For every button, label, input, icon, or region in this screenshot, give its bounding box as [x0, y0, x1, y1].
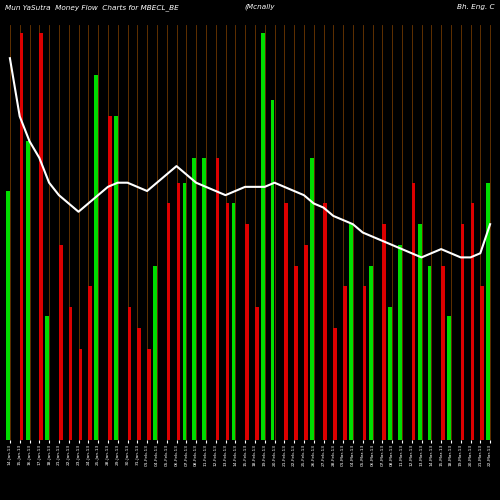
Bar [255, 307, 258, 440]
Bar [128, 307, 131, 440]
Bar [447, 316, 451, 440]
Bar [138, 328, 141, 440]
Bar [271, 100, 274, 440]
Bar [20, 34, 24, 440]
Bar [428, 266, 432, 440]
Bar [418, 224, 422, 440]
Bar [88, 286, 92, 440]
Text: Bh. Eng. C: Bh. Eng. C [458, 4, 495, 10]
Bar [382, 224, 386, 440]
Bar [294, 266, 298, 440]
Bar [166, 204, 170, 440]
Bar [460, 224, 464, 440]
Bar [153, 266, 157, 440]
Text: Mun YaSutra  Money Flow  Charts for MBECL_BE: Mun YaSutra Money Flow Charts for MBECL_… [5, 4, 179, 11]
Bar [192, 158, 196, 440]
Bar [334, 328, 337, 440]
Bar [324, 204, 327, 440]
Bar [369, 266, 372, 440]
Bar [232, 204, 235, 440]
Bar [480, 286, 484, 440]
Text: (Mcnally: (Mcnally [245, 4, 275, 10]
Bar [310, 158, 314, 440]
Bar [398, 245, 402, 440]
Bar [412, 182, 416, 440]
Bar [94, 75, 98, 440]
Bar [388, 307, 392, 440]
Bar [6, 191, 10, 440]
Bar [182, 182, 186, 440]
Bar [108, 116, 112, 440]
Bar [226, 204, 229, 440]
Bar [470, 204, 474, 440]
Bar [304, 245, 308, 440]
Bar [245, 224, 249, 440]
Bar [46, 316, 49, 440]
Bar [343, 286, 347, 440]
Bar [147, 348, 151, 440]
Bar [284, 204, 288, 440]
Bar [59, 245, 62, 440]
Bar [68, 307, 72, 440]
Bar [216, 158, 220, 440]
Bar [349, 224, 353, 440]
Bar [176, 182, 180, 440]
Bar [40, 34, 43, 440]
Bar [261, 34, 264, 440]
Bar [362, 286, 366, 440]
Bar [441, 266, 445, 440]
Bar [486, 182, 490, 440]
Bar [78, 348, 82, 440]
Bar [114, 116, 117, 440]
Bar [26, 141, 30, 440]
Bar [202, 158, 206, 440]
